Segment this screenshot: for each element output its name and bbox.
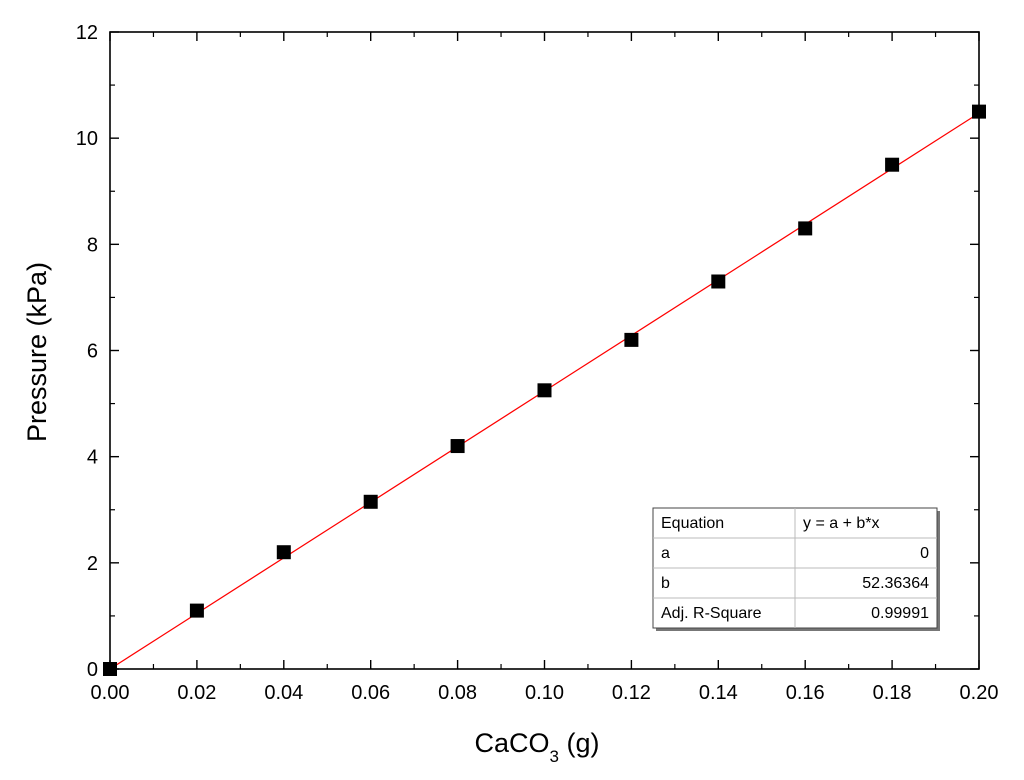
x-axis-title-subscript: 3 <box>550 747 559 766</box>
x-tick-label: 0.10 <box>525 682 564 704</box>
y-tick-label: 12 <box>76 22 98 44</box>
x-tick-label: 0.14 <box>699 682 738 704</box>
data-point <box>189 603 204 618</box>
fit-table-a-label: a <box>661 545 670 562</box>
x-tick-label: 0.00 <box>91 682 130 704</box>
x-tick-label: 0.20 <box>960 682 999 704</box>
x-axis-title: CaCO3 (g) <box>475 728 600 766</box>
data-point <box>537 383 552 398</box>
data-point <box>885 157 900 172</box>
fit-table-r2-label: Adj. R-Square <box>661 605 762 622</box>
fit-table-b-value: 52.36364 <box>862 575 929 592</box>
y-tick-label: 4 <box>87 447 98 469</box>
x-tick-label: 0.08 <box>438 682 477 704</box>
y-tick-label: 0 <box>87 659 98 681</box>
y-tick-label: 6 <box>87 341 98 363</box>
data-point <box>276 545 291 560</box>
fit-table-a-value: 0 <box>920 545 929 562</box>
data-point <box>798 221 813 236</box>
data-point <box>624 332 639 347</box>
fit-table-equation-label: Equation <box>661 515 724 532</box>
x-tick-label: 0.06 <box>351 682 390 704</box>
fit-table-b-label: b <box>661 575 670 592</box>
x-axis-title-suffix: (g) <box>559 728 600 758</box>
x-tick-label: 0.02 <box>177 682 216 704</box>
fit-table: Equation y = a + b*x a 0 b 52.36364 Adj.… <box>652 507 940 631</box>
x-axis-title-base: CaCO <box>475 728 550 758</box>
data-points <box>103 104 986 676</box>
x-tick-label: 0.16 <box>786 682 825 704</box>
fit-table-r2-value: 0.99991 <box>871 605 929 622</box>
data-point <box>450 439 465 454</box>
y-ticks: 0 2 4 6 8 10 12 <box>76 22 979 681</box>
y-axis-title: Pressure (kPa) <box>22 262 52 442</box>
x-tick-label: 0.18 <box>873 682 912 704</box>
data-point <box>711 274 726 289</box>
y-tick-label: 2 <box>87 553 98 575</box>
data-point <box>363 494 378 509</box>
x-ticks: 0.00 0.02 0.04 0.06 0.08 0.10 0.12 0.14 0.16 0.18… <box>91 32 999 704</box>
x-tick-label: 0.12 <box>612 682 651 704</box>
x-tick-label: 0.04 <box>264 682 303 704</box>
y-tick-label: 8 <box>87 234 98 256</box>
y-tick-label: 10 <box>76 128 98 150</box>
fit-table-equation-value: y = a + b*x <box>803 515 880 532</box>
